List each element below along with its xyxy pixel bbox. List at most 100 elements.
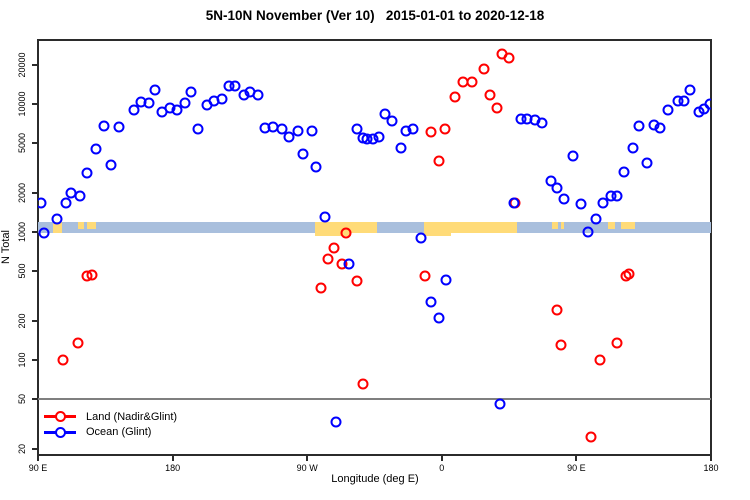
data-point-ocean	[216, 93, 228, 105]
data-point-ocean	[590, 213, 602, 225]
legend-land-label: Land (Nadir&Glint)	[86, 410, 178, 423]
data-point-ocean	[351, 123, 363, 135]
y-tick-label: 1000	[17, 221, 27, 243]
data-point-ocean	[415, 232, 427, 244]
land-patch	[552, 221, 559, 229]
data-point-land	[466, 76, 478, 88]
data-point-ocean	[582, 226, 594, 238]
y-tick	[32, 231, 38, 233]
x-tick	[440, 455, 443, 461]
y-tick-label: 200	[17, 313, 27, 329]
y-tick-label: 5000	[17, 132, 27, 153]
y-tick	[32, 397, 38, 400]
data-point-land	[551, 304, 563, 316]
data-point-ocean	[508, 197, 520, 209]
x-tick	[710, 455, 712, 461]
data-point-ocean	[252, 89, 264, 101]
data-point-ocean	[536, 117, 548, 129]
land-patch	[607, 221, 616, 229]
x-tick-label: 0	[439, 463, 445, 473]
data-point-ocean	[641, 157, 653, 169]
data-point-land	[449, 91, 461, 103]
y-tick-label: 20	[17, 444, 27, 455]
data-point-ocean	[379, 108, 391, 120]
data-point-ocean	[143, 97, 155, 109]
x-tick-label: 90 E	[567, 463, 586, 473]
data-point-land	[419, 270, 431, 282]
data-point-ocean	[433, 312, 445, 324]
data-point-ocean	[654, 122, 666, 134]
data-point-ocean	[407, 123, 419, 135]
data-point-land	[322, 253, 334, 265]
data-point-ocean	[297, 148, 309, 160]
x-tick	[37, 455, 39, 461]
data-point-ocean	[575, 198, 587, 210]
legend-item-land: Land (Nadir&Glint)	[44, 409, 177, 425]
data-point-ocean	[343, 258, 355, 270]
data-point-ocean	[684, 84, 696, 96]
data-point-land	[72, 337, 84, 349]
data-point-ocean	[171, 104, 183, 116]
land-patch	[52, 221, 62, 233]
y-tick	[32, 269, 38, 272]
data-point-ocean	[38, 227, 50, 239]
data-point-ocean	[128, 104, 140, 116]
data-point-land	[86, 269, 98, 281]
data-point-ocean	[98, 120, 110, 132]
data-point-land	[503, 52, 515, 64]
data-point-ocean	[90, 143, 102, 155]
land-patch	[78, 221, 85, 229]
y-axis-title: N Total	[0, 229, 12, 265]
data-point-land	[611, 337, 623, 349]
data-point-ocean	[179, 97, 191, 109]
x-axis-title: Longitude (deg E)	[331, 473, 419, 485]
reference-line	[38, 397, 711, 400]
data-point-ocean	[386, 115, 398, 127]
data-point-ocean	[567, 150, 579, 162]
data-point-ocean	[633, 120, 645, 132]
data-point-ocean	[149, 84, 161, 96]
data-point-land	[315, 282, 327, 294]
land-patch-wedge	[314, 232, 351, 237]
y-tick	[32, 192, 38, 195]
data-point-ocean	[51, 213, 63, 225]
data-point-land	[484, 89, 496, 101]
data-point-land	[425, 126, 437, 138]
data-point-ocean	[551, 182, 563, 194]
data-point-ocean	[395, 142, 407, 154]
x-tick-label: 180	[703, 463, 719, 473]
y-tick-label: 2000	[17, 183, 27, 204]
y-tick-label: 500	[17, 263, 27, 279]
data-point-ocean	[60, 197, 72, 209]
y-tick-label: 50	[17, 393, 27, 404]
chart-title: 5N-10N November (Ver 10) 2015-01-01 to 2…	[205, 8, 545, 23]
data-point-ocean	[185, 86, 197, 98]
x-tick-label: 90 E	[28, 463, 48, 473]
data-point-ocean	[81, 167, 93, 179]
data-point-ocean	[597, 197, 609, 209]
y-tick	[32, 141, 38, 144]
data-point-land	[57, 354, 69, 366]
y-tick	[32, 103, 38, 105]
y-tick	[32, 359, 38, 361]
legend-ocean-label: Ocean (Glint)	[86, 426, 152, 439]
land-patch	[423, 221, 517, 233]
x-tick	[306, 455, 309, 461]
y-tick-label: 20000	[17, 52, 27, 78]
data-point-ocean	[229, 80, 241, 92]
x-tick	[171, 455, 174, 461]
data-point-land	[357, 378, 369, 390]
data-point-land	[328, 242, 340, 254]
data-point-ocean	[611, 190, 623, 202]
legend-ocean-marker-icon	[44, 426, 76, 438]
data-point-ocean	[678, 95, 690, 107]
x-tick	[575, 455, 578, 461]
legend-item-ocean: Ocean (Glint)	[44, 425, 177, 441]
data-point-ocean	[74, 190, 86, 202]
land-patch	[87, 221, 97, 229]
land-patch	[621, 221, 635, 229]
data-point-ocean	[425, 296, 437, 308]
legend: Land (Nadir&Glint) Ocean (Glint)	[44, 409, 177, 440]
data-point-ocean	[545, 175, 557, 187]
